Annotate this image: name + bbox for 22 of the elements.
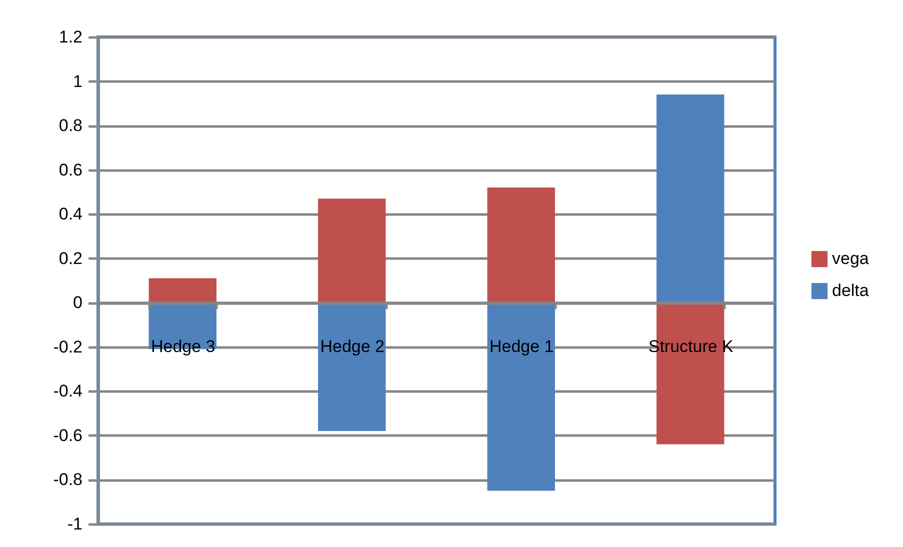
bar: [487, 188, 555, 303]
x-tick-label: Hedge 1: [489, 337, 554, 356]
y-tick-label: 0.6: [58, 160, 82, 180]
y-tick-label: -0.6: [53, 426, 82, 445]
x-tick-label: Hedge 2: [320, 337, 385, 356]
bar: [656, 94, 724, 303]
y-tick-label: -0.8: [53, 470, 82, 490]
y-tick-label: -0.2: [53, 337, 82, 356]
legend-label: vega: [832, 249, 870, 268]
bar: [487, 302, 555, 491]
y-tick-label: 0.2: [58, 248, 82, 268]
y-tick-label: 0.4: [58, 204, 82, 224]
legend-label: delta: [832, 281, 870, 300]
bar: [148, 278, 216, 303]
bar: [318, 302, 386, 432]
y-tick-label: 1: [73, 72, 82, 91]
y-tick-label: 0: [73, 293, 82, 312]
y-tick-label: 1.2: [58, 28, 82, 46]
bar: [318, 198, 386, 303]
y-tick-label: -0.4: [53, 382, 82, 401]
y-tick-label: 0.8: [58, 116, 82, 136]
y-tick-label: -1: [67, 514, 82, 534]
